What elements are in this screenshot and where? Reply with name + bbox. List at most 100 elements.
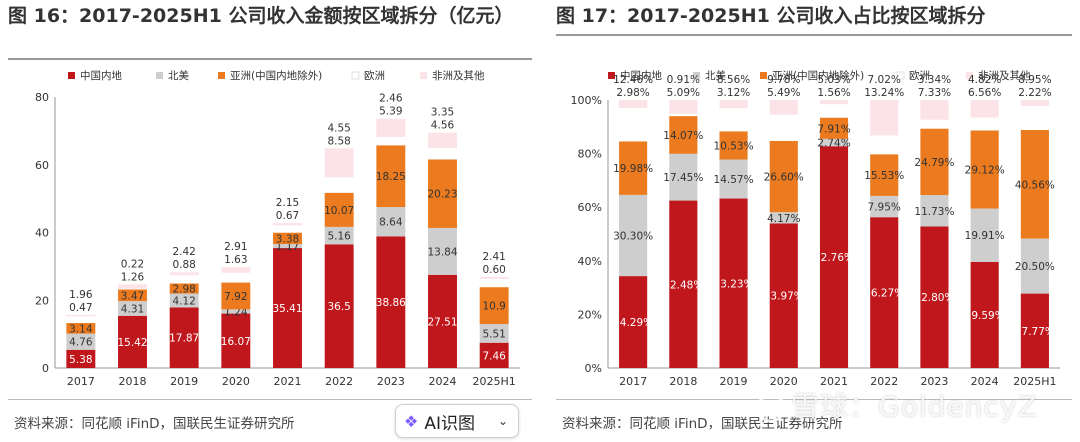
data-label: 7.95% [868, 202, 901, 214]
data-label: 5.03% [817, 74, 850, 86]
bar-segment [376, 207, 406, 237]
data-label: 82.76% [814, 252, 854, 264]
title-divider-left [8, 58, 532, 60]
data-label: 56.27% [864, 288, 904, 300]
data-label: 1.63 [224, 254, 247, 266]
chevron-down-icon[interactable]: ⌄ [497, 414, 508, 428]
legend-label-0: 中国内地 [80, 69, 122, 82]
x-tick-label: 2017 [619, 375, 647, 388]
bar-segment [479, 278, 509, 288]
bar-segment [819, 138, 849, 147]
bar-segment [479, 324, 509, 343]
data-label: 0.60 [482, 264, 505, 276]
data-label: 14.57% [714, 174, 754, 186]
revenue-amount-chart: 中国内地 北美 亚洲(中国内地除外) 欧洲 非洲及其他 0 20 40 60 80 5.38 4.76… [35, 69, 520, 388]
data-label: 17.87 [169, 333, 199, 345]
bar-segment [719, 198, 748, 368]
data-label: 14.07% [663, 130, 703, 142]
bar-segment [970, 130, 999, 209]
x-tick-label: 2018 [119, 375, 147, 388]
bar-segment [1020, 238, 1049, 294]
watermark: 雪球：GoldencyZ [755, 385, 1038, 425]
bar-segment [819, 104, 849, 118]
data-label: 10.9 [482, 301, 505, 313]
data-label: 34.29% [613, 317, 653, 329]
legend-label-1: 北美 [705, 69, 726, 82]
legend-swatch-4 [966, 72, 973, 79]
bar-segment [66, 323, 96, 334]
bar-segment [1020, 105, 1049, 130]
data-label: 1.56% [817, 87, 850, 99]
bar-segment [970, 208, 999, 262]
y-tick-label: 80% [578, 148, 602, 161]
x-tick-label: 2022 [325, 375, 353, 388]
bar-segment [970, 117, 999, 131]
bar-segment [221, 272, 251, 283]
bar-segment [273, 248, 302, 368]
data-label: 62.48% [663, 279, 703, 291]
data-label: 3.34% [918, 74, 951, 86]
bar-segment [719, 159, 748, 199]
bar-segment [669, 116, 698, 154]
bar-segment [428, 148, 457, 160]
watermark-text: 雪球：GoldencyZ [791, 390, 1038, 423]
title-divider-right [556, 34, 1072, 36]
source-note-left: 资料来源：同花顺 iFinD，国联民生证券研究所 [14, 416, 295, 432]
y-tick-label: 60% [578, 201, 602, 214]
bar-segment [920, 195, 949, 227]
bar-segment [376, 118, 406, 137]
data-label: 4.31 [121, 303, 144, 315]
data-label: 24.79% [914, 157, 954, 169]
bar-segment [920, 100, 949, 120]
bar-segment [870, 99, 899, 136]
y-tick-label: 0 [42, 362, 49, 375]
legend-label-3: 欧洲 [909, 70, 930, 82]
data-label: 53.97% [764, 291, 804, 303]
x-tick-label: 2021 [274, 375, 302, 388]
x-tick-label: 2019 [720, 375, 748, 388]
data-label: 0.67 [276, 210, 299, 222]
data-label: 35.41 [272, 303, 302, 315]
bar-segment [870, 195, 899, 218]
ai-button-label: AI识图 [424, 413, 475, 434]
data-label: 13.24% [864, 87, 904, 99]
bar-segment [1020, 100, 1049, 106]
snowball-logo-icon [756, 393, 786, 423]
x-tick-label: 2019 [170, 375, 198, 388]
bar-segment [324, 148, 354, 178]
data-label: 2.22% [1018, 87, 1051, 99]
data-label: 5.16 [327, 231, 351, 243]
data-label: 11.73% [914, 206, 954, 218]
bar-segment [169, 307, 199, 368]
ai-recognize-button[interactable]: ❖ AI识图 ⌄ [395, 404, 519, 438]
bar-segment [769, 223, 798, 368]
bar-segment [273, 244, 302, 249]
x-tick-label: 2025H1 [1013, 375, 1056, 388]
bar-segment [118, 301, 147, 316]
bar-segment [619, 276, 648, 368]
data-label: 7.33% [918, 87, 951, 99]
data-label: 36.5 [327, 301, 350, 313]
bar-segment [819, 100, 849, 105]
source-divider-left [8, 399, 532, 400]
bar-segment [428, 227, 457, 275]
legend-swatch-3 [896, 71, 905, 80]
legend-label-4: 非洲及其他 [978, 69, 1031, 82]
bar-segment [221, 309, 251, 314]
data-label: 4.76 [69, 337, 93, 349]
data-label: 26.60% [764, 172, 804, 184]
bar-segment [479, 276, 509, 279]
x-tick-label: 2024 [971, 375, 999, 388]
x-tick-label: 2024 [429, 375, 457, 388]
bar-segment [169, 293, 199, 308]
y-tick-label: 40% [578, 255, 602, 268]
data-label: 20.23 [427, 189, 457, 201]
legend-swatch-4 [420, 72, 427, 79]
data-label: 19.91% [965, 230, 1005, 242]
x-tick-label: 2018 [669, 375, 697, 388]
data-label: 7.91% [817, 123, 850, 135]
bar-segment [66, 333, 96, 350]
data-label: 10.07 [324, 205, 354, 217]
data-label: 38.86 [376, 297, 406, 309]
data-label: 39.59% [965, 310, 1005, 322]
